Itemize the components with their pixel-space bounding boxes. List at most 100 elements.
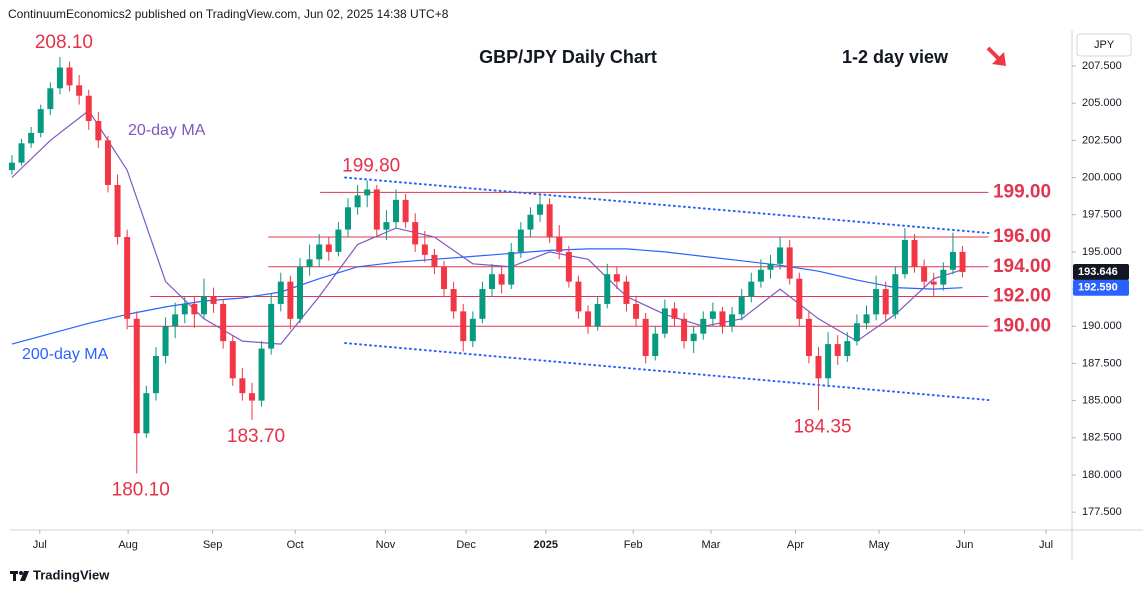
candle-body: [479, 289, 486, 319]
annotation: 208.10: [35, 32, 93, 53]
candle-body: [805, 318, 812, 356]
candle-body: [585, 311, 592, 327]
annotation: 184.35: [793, 416, 851, 437]
candle-body: [114, 184, 121, 238]
candle-body: [402, 199, 409, 223]
candle-body: [681, 318, 688, 342]
candle-body: [767, 263, 774, 270]
candle-body: [344, 207, 351, 230]
candle-body: [623, 281, 630, 304]
candle-body: [162, 326, 169, 356]
candle-body: [661, 308, 668, 334]
x-tick-label: Jul: [1039, 539, 1053, 551]
candle-body: [901, 239, 908, 275]
y-tick-label: 202.500: [1082, 134, 1122, 146]
y-tick-label: 182.500: [1082, 432, 1122, 444]
arrow-head: [992, 52, 1006, 66]
candle-body: [498, 274, 505, 285]
candle-body: [239, 378, 246, 394]
candle-body: [949, 251, 956, 270]
logo-part: [20, 571, 29, 581]
candle-body: [220, 303, 227, 342]
candle-body: [133, 318, 140, 434]
candle-body: [287, 281, 294, 319]
level-label: 192.00: [993, 286, 1051, 307]
currency-box: [1076, 33, 1132, 57]
ma-label: 20-day MA: [128, 122, 206, 139]
candle-body: [757, 269, 764, 282]
candle-body: [671, 308, 678, 319]
candle-body: [441, 266, 448, 290]
candle-body: [748, 281, 755, 297]
candle-body: [873, 289, 880, 315]
candle-body: [594, 303, 601, 327]
candle-body: [104, 140, 111, 185]
candle-body: [28, 132, 35, 144]
x-tick-label: Jul: [33, 539, 47, 551]
candle-body: [508, 251, 515, 285]
candle-body: [47, 88, 54, 110]
candle-body: [364, 189, 371, 196]
candle-body: [316, 244, 323, 260]
candle-body: [412, 222, 419, 245]
candle-body: [815, 355, 822, 379]
candle-body: [853, 323, 860, 342]
candle-body: [556, 237, 563, 252]
price-tag-label: 193.646: [1078, 266, 1118, 278]
y-tick-label: 187.500: [1082, 357, 1122, 369]
candle-body: [930, 281, 937, 285]
x-tick-label: Apr: [787, 539, 804, 551]
candle-body: [335, 229, 342, 252]
x-tick-label: Jun: [956, 539, 974, 551]
candle-body: [325, 244, 332, 252]
candle-body: [373, 189, 380, 230]
annotation: 199.80: [342, 156, 400, 177]
candle-body: [527, 214, 534, 230]
logo-part: [19, 571, 23, 575]
candle-body: [517, 229, 524, 252]
x-tick-label: Nov: [376, 539, 396, 551]
x-tick-label: May: [869, 539, 890, 551]
y-tick-label: 185.000: [1082, 395, 1122, 407]
y-tick-label: 207.500: [1082, 60, 1122, 72]
candle-body: [633, 303, 640, 319]
candle-body: [306, 259, 313, 267]
x-tick-label: Mar: [701, 539, 720, 551]
candle-body: [825, 344, 832, 379]
brand: TradingView: [33, 567, 110, 582]
candle-body: [921, 266, 928, 282]
candle-body: [652, 333, 659, 356]
candle-body: [604, 274, 611, 304]
currency: JPY: [1094, 39, 1115, 51]
candle-body: [738, 296, 745, 315]
candle-body: [431, 254, 438, 267]
candle-body: [796, 278, 803, 319]
candle-body: [642, 318, 649, 356]
arrow: [986, 46, 1006, 66]
candle-body: [181, 303, 188, 315]
x-tick-label: Oct: [287, 539, 304, 551]
candle-body: [537, 204, 544, 215]
candle-body: [844, 341, 851, 356]
candle-body: [729, 314, 736, 327]
y-tick-label: 180.000: [1082, 469, 1122, 481]
candle-body: [709, 311, 716, 319]
candle-body: [613, 274, 620, 282]
y-tick-label: 190.000: [1082, 320, 1122, 332]
candle-body: [892, 274, 899, 315]
candle-body: [76, 85, 83, 96]
x-tick-label: Sep: [203, 539, 223, 551]
y-tick-label: 197.500: [1082, 209, 1122, 221]
candle-body: [37, 109, 44, 133]
candle-body: [200, 296, 207, 315]
candle-body: [460, 311, 467, 342]
level-label: 196.00: [993, 226, 1051, 247]
price-tag: [1073, 264, 1129, 281]
candle-body: [152, 355, 159, 394]
candle-body: [565, 251, 572, 282]
candle-body: [66, 67, 73, 86]
candle-body: [18, 143, 25, 163]
candle-body: [258, 348, 265, 401]
candle-body: [450, 289, 457, 312]
